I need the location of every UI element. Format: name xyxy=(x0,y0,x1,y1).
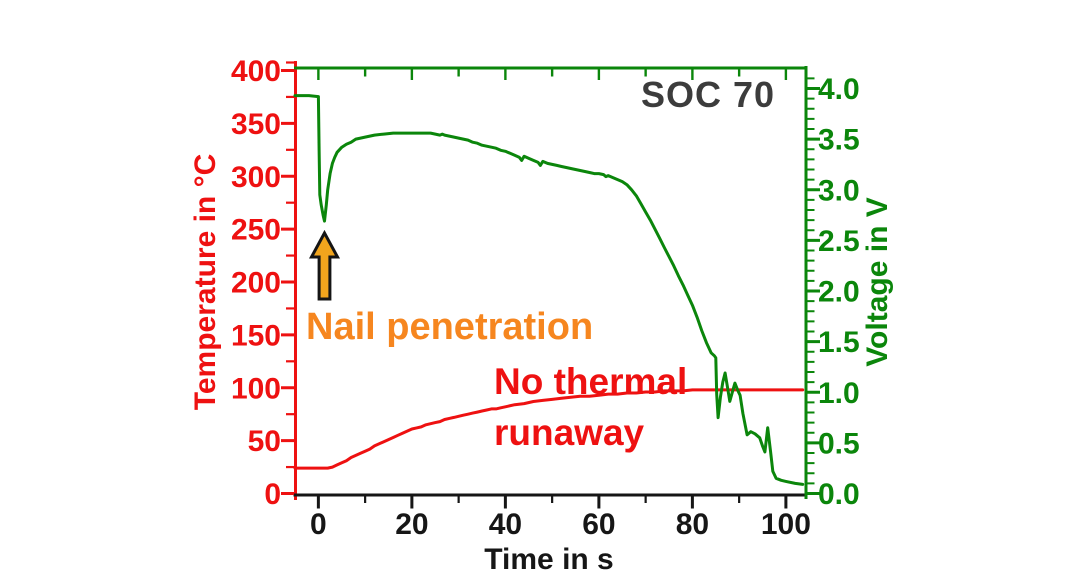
temp-tick-label: 0 xyxy=(264,478,281,511)
volt-tick-label: 1.5 xyxy=(818,326,860,359)
temp-tick-label: 300 xyxy=(231,161,281,194)
temp-tick-label: 350 xyxy=(231,108,281,141)
temperature-curve xyxy=(293,388,805,470)
temp-tick-label: 150 xyxy=(231,319,281,352)
volt-tick-label: 3.5 xyxy=(818,124,860,157)
temperature-axis-title: Temperature in °C xyxy=(189,153,222,411)
x-tick-label: 20 xyxy=(395,508,428,541)
temp-tick-label: 50 xyxy=(248,425,281,458)
volt-tick-label: 2.0 xyxy=(818,276,860,309)
no-thermal-line2: runaway xyxy=(494,412,645,453)
volt-tick-label: 3.0 xyxy=(818,174,860,207)
no-thermal-line1: No thermal xyxy=(494,361,688,402)
voltage-axis-title: Voltage in V xyxy=(861,197,894,367)
time-axis-title: Time in s xyxy=(484,543,614,576)
temp-tick-label: 400 xyxy=(231,55,281,88)
volt-tick-label: 1.0 xyxy=(818,377,860,410)
no-thermal-runaway-label: No thermal runaway xyxy=(494,356,687,458)
volt-tick-label: 0.5 xyxy=(818,427,860,460)
x-tick-label: 0 xyxy=(310,508,327,541)
x-tick-label: 100 xyxy=(761,508,811,541)
temp-tick-label: 200 xyxy=(231,267,281,300)
volt-tick-label: 4.0 xyxy=(818,73,860,106)
volt-tick-label: 0.0 xyxy=(818,478,860,511)
soc-label: SOC 70 xyxy=(640,74,775,115)
nail-penetration-label: Nail penetration xyxy=(306,306,594,348)
temp-tick-label: 100 xyxy=(231,372,281,405)
voltage-curve xyxy=(293,94,805,486)
x-tick-label: 80 xyxy=(676,508,709,541)
x-tick-label: 40 xyxy=(489,508,522,541)
x-tick-label: 60 xyxy=(582,508,615,541)
temp-tick-label: 250 xyxy=(231,214,281,247)
volt-tick-label: 2.5 xyxy=(818,225,860,258)
nail-penetration-arrow xyxy=(308,229,341,301)
